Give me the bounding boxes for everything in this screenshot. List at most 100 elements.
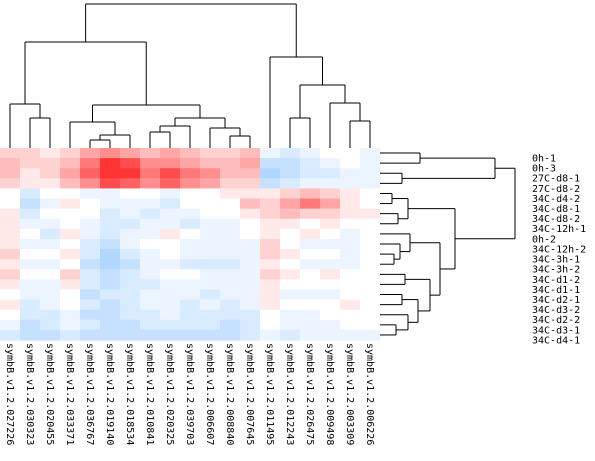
row-label: 34C-d1-2	[532, 275, 580, 286]
heatmap-cell	[60, 158, 81, 169]
heatmap-cell	[60, 279, 81, 291]
heatmap-cell	[100, 218, 121, 230]
heatmap-cell	[200, 259, 221, 270]
heatmap-cell	[180, 259, 201, 270]
heatmap-cell	[120, 259, 141, 270]
heatmap-cell	[300, 148, 321, 159]
column-label: symbB.v1.2.020455	[44, 343, 55, 445]
column-label: symbB.v1.2.008840	[224, 343, 235, 445]
heatmap-cell	[20, 259, 41, 270]
heatmap-cell	[40, 309, 61, 321]
heatmap-cell	[340, 208, 361, 220]
heatmap-cell	[340, 319, 361, 331]
heatmap-cell	[100, 148, 121, 159]
heatmap-cell	[140, 228, 161, 240]
heatmap-cell	[100, 259, 121, 270]
heatmap-cell	[360, 218, 381, 230]
heatmap-cell	[280, 208, 301, 220]
column-label: symbB.v1.2.012243	[284, 343, 295, 445]
heatmap-cell	[120, 319, 141, 331]
row-labels: 0h-10h-327C-d8-127C-d8-234C-d4-234C-d8-1…	[532, 154, 586, 347]
heatmap-cell	[200, 168, 221, 179]
heatmap-cell	[80, 168, 101, 179]
heatmap-cell	[100, 289, 121, 301]
heatmap-cell	[160, 188, 181, 200]
heatmap-cell	[20, 299, 41, 311]
heatmap-cell	[80, 289, 101, 301]
heatmap-cell	[260, 148, 281, 159]
heatmap-cell	[240, 249, 261, 260]
heatmap-cell	[40, 279, 61, 291]
heatmap-cell	[80, 299, 101, 311]
heatmap-cell	[40, 168, 61, 179]
heatmap-cell	[280, 178, 301, 190]
heatmap-cell	[320, 309, 341, 321]
row-label: 34C-d8-1	[532, 204, 580, 215]
heatmap-cell	[280, 249, 301, 260]
heatmap-cell	[200, 279, 221, 291]
column-label: symbB.v1.2.033371	[64, 343, 75, 445]
heatmap-cell	[320, 238, 341, 250]
heatmap-cell	[300, 269, 321, 280]
column-label: symbB.v1.2.020325	[164, 343, 175, 445]
heatmap-cell	[0, 168, 21, 179]
heatmap-cell	[360, 168, 381, 179]
heatmap-cell	[300, 158, 321, 169]
heatmap-cell	[0, 148, 21, 159]
heatmap-cell	[20, 329, 41, 341]
heatmap-cell	[0, 299, 21, 311]
heatmap-cell	[260, 238, 281, 250]
heatmap-cell	[140, 208, 161, 220]
heatmap-cell	[220, 289, 241, 301]
heatmap-cell	[180, 148, 201, 159]
heatmap-cell	[160, 158, 181, 169]
heatmap-cell	[20, 198, 41, 210]
heatmap-cell	[60, 238, 81, 250]
row-label: 34C-d8-2	[532, 214, 580, 225]
heatmap-cell	[140, 238, 161, 250]
heatmap-cell	[100, 198, 121, 210]
heatmap-cell	[320, 279, 341, 291]
heatmap-cell	[40, 289, 61, 301]
heatmap-cell	[40, 188, 61, 200]
heatmap-cell	[340, 249, 361, 260]
heatmap-cell	[80, 148, 101, 159]
heatmap-cell	[220, 178, 241, 190]
heatmap-cell	[20, 188, 41, 200]
heatmap-cell	[280, 289, 301, 301]
heatmap-cell	[300, 188, 321, 200]
heatmap-cell	[80, 279, 101, 291]
heatmap-cell	[20, 269, 41, 280]
heatmap-cell	[60, 228, 81, 240]
column-labels: symbB.v1.2.027226 symbB.v1.2.030323 symbB.…	[4, 343, 375, 445]
heatmap-cell	[220, 249, 241, 260]
heatmap-cell	[240, 259, 261, 270]
heatmap-cell	[240, 208, 261, 220]
heatmap-cell	[200, 269, 221, 280]
heatmap-cell	[360, 238, 381, 250]
heatmap-cell	[20, 148, 41, 159]
heatmap-cell	[280, 319, 301, 331]
heatmap-cell	[320, 178, 341, 190]
row-label: 34C-d3-1	[532, 325, 580, 336]
heatmap-cell	[360, 198, 381, 210]
heatmap-cell	[300, 299, 321, 311]
heatmap-cell	[220, 309, 241, 321]
heatmap-cell	[20, 249, 41, 260]
heatmap-cell	[300, 198, 321, 210]
heatmap-cell	[60, 319, 81, 331]
heatmap-cell	[260, 289, 281, 301]
heatmap-cell	[20, 228, 41, 240]
heatmap-cell	[180, 198, 201, 210]
heatmap-cell	[340, 259, 361, 270]
heatmap-cell	[240, 218, 261, 230]
row-label: 34C-12h-2	[532, 244, 586, 255]
column-label: symbB.v1.2.039703	[184, 343, 195, 445]
heatmap-cell	[120, 148, 141, 159]
heatmap-cell	[140, 188, 161, 200]
heatmap-cell	[300, 319, 321, 331]
heatmap-cell	[20, 309, 41, 321]
heatmap-cell	[100, 309, 121, 321]
heatmap-cell	[160, 289, 181, 301]
heatmap-cell	[300, 259, 321, 270]
